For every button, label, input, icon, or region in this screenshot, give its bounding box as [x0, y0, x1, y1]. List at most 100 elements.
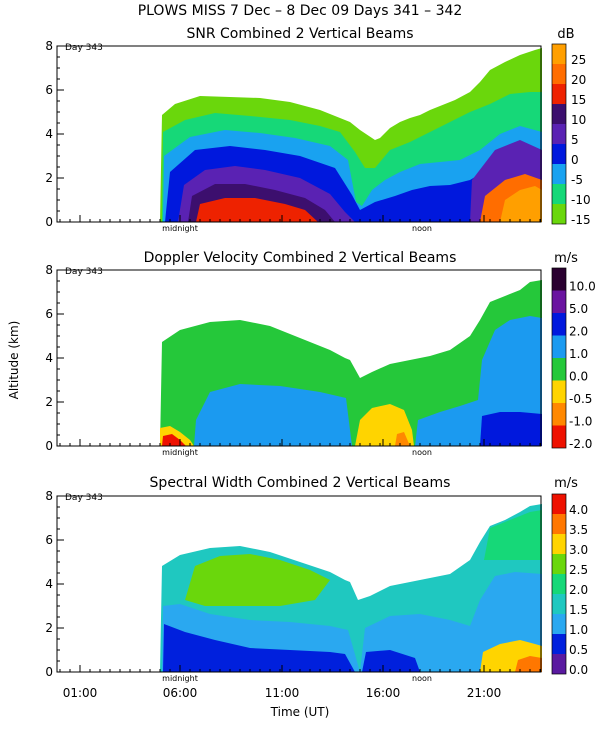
snr-colorbar-swatch	[552, 164, 566, 184]
width-x-ticks	[59, 665, 541, 672]
doppler-y-tick-label: 6	[45, 307, 53, 321]
width-colorbar-swatch	[552, 654, 566, 674]
width-y-tick-label: 4	[45, 577, 53, 591]
doppler-colorbar-swatch	[552, 313, 566, 336]
snr-colorbar-swatch	[552, 204, 566, 224]
width-colorbar-label: 0.0	[569, 663, 588, 677]
doppler-colorbar-label: 0.0	[569, 370, 588, 384]
snr-colorbar-swatch	[552, 84, 566, 104]
snr-colorbar-label: 5	[571, 133, 579, 147]
width-echo-layer-6	[163, 624, 355, 672]
doppler-x-ticks	[59, 439, 541, 446]
snr-echo-layer-8	[196, 198, 318, 222]
snr-colorbar-label: 10	[571, 113, 586, 127]
doppler-y-tick-label: 8	[45, 263, 53, 277]
snr-colorbar-label: -10	[571, 193, 591, 207]
snr-midnight-marker: midnight	[162, 224, 198, 233]
width-echo-field	[160, 504, 542, 672]
width-y-tick-label: 8	[45, 489, 53, 503]
snr-echo-layer-10	[500, 186, 542, 222]
snr-y-tick-label: 0	[45, 215, 53, 229]
doppler-y-axis-label: Altitude (km)	[7, 321, 21, 400]
width-colorbar-label: 4.0	[569, 503, 588, 517]
snr-x-ticks	[59, 215, 541, 222]
width-colorbar-units: m/s	[554, 476, 578, 491]
width-colorbar-swatch	[552, 574, 566, 594]
doppler-colorbar-units: m/s	[554, 251, 578, 266]
width-day-label: Day 343	[65, 493, 103, 503]
x-tick-label: 06:00	[163, 686, 198, 700]
width-colorbar-frame	[551, 493, 567, 675]
doppler-colorbar-label: -1.0	[569, 415, 592, 429]
doppler-colorbar-label: -0.5	[569, 392, 592, 406]
snr-colorbar-swatch	[552, 104, 566, 124]
doppler-colorbar-frame	[551, 267, 567, 449]
doppler-colorbar-swatch	[552, 380, 566, 403]
doppler-midnight-marker: midnight	[162, 448, 198, 457]
doppler-y-tick-label: 0	[45, 439, 53, 453]
doppler-colorbar	[551, 267, 567, 449]
x-tick-label: 11:00	[265, 686, 300, 700]
snr-colorbar-label: -5	[571, 173, 583, 187]
width-midnight-marker: midnight	[162, 674, 198, 683]
width-colorbar-swatch	[552, 614, 566, 634]
width-x-tick-labels: 01:00 06:00 11:00 16:00 21:00	[63, 686, 502, 700]
snr-colorbar-label: 0	[571, 153, 579, 167]
width-colorbar-swatch	[552, 534, 566, 554]
width-y-ticks	[57, 495, 64, 673]
snr-colorbar-label: 15	[571, 93, 586, 107]
doppler-colorbar-label: 10.0	[569, 280, 596, 294]
doppler-colorbar-swatch	[552, 358, 566, 381]
width-colorbar	[551, 493, 567, 675]
width-colorbar-label: 2.5	[569, 563, 588, 577]
width-echo-layer-2	[185, 554, 330, 606]
doppler-y-tick-labels: 0 2 4 6 8	[45, 263, 53, 453]
doppler-colorbar-label: 1.0	[569, 347, 588, 361]
doppler-colorbar-swatch	[552, 403, 566, 426]
snr-y-tick-labels: 0 2 4 6 8	[45, 39, 53, 229]
snr-colorbar-swatch	[552, 184, 566, 204]
width-colorbar-label: 3.0	[569, 543, 588, 557]
snr-colorbar-label: 20	[571, 73, 586, 87]
snr-title: SNR Combined 2 Vertical Beams	[186, 26, 413, 42]
width-colorbar-label: 2.0	[569, 583, 588, 597]
snr-y-tick-label: 8	[45, 39, 53, 53]
width-colorbar-swatch	[552, 594, 566, 614]
width-colorbar-swatch	[552, 514, 566, 534]
snr-colorbar-frame	[551, 43, 567, 225]
width-echo-layer-7	[362, 650, 420, 672]
width-colorbar-labels: 4.0 3.5 3.0 2.5 2.0 1.5 1.0 0.5 0.0	[569, 503, 588, 677]
snr-colorbar-swatch	[552, 124, 566, 144]
snr-day-label: Day 343	[65, 43, 103, 53]
snr-noon-marker: noon	[412, 224, 432, 233]
width-noon-marker: noon	[412, 674, 432, 683]
doppler-colorbar-swatch	[552, 425, 566, 448]
width-echo-layer-9	[515, 656, 542, 672]
doppler-colorbar-swatch	[552, 268, 566, 291]
snr-panel: SNR Combined 2 Vertical Beams 0 2 4 6 8 …	[45, 26, 590, 233]
snr-colorbar-swatch	[552, 64, 566, 84]
width-colorbar-swatch	[552, 554, 566, 574]
doppler-y-ticks	[57, 269, 64, 447]
snr-y-tick-label: 2	[45, 171, 53, 185]
snr-echo-field	[160, 48, 542, 222]
doppler-day-label: Day 343	[65, 267, 103, 277]
width-title: Spectral Width Combined 2 Vertical Beams	[150, 475, 451, 491]
snr-colorbar-label: -15	[571, 213, 591, 227]
width-colorbar-label: 0.5	[569, 643, 588, 657]
doppler-title: Doppler Velocity Combined 2 Vertical Bea…	[144, 250, 457, 266]
snr-colorbar	[551, 43, 567, 225]
snr-y-ticks	[57, 45, 64, 223]
doppler-colorbar-label: 2.0	[569, 325, 588, 339]
snr-y-tick-label: 4	[45, 127, 53, 141]
x-tick-label: 01:00	[63, 686, 98, 700]
width-panel: Spectral Width Combined 2 Vertical Beams…	[45, 475, 588, 719]
doppler-colorbar-label: -2.0	[569, 437, 592, 451]
doppler-echo-layer-4	[480, 412, 542, 446]
doppler-panel: Doppler Velocity Combined 2 Vertical Bea…	[7, 250, 596, 457]
width-y-tick-labels: 0 2 4 6 8	[45, 489, 53, 679]
x-axis-label: Time (UT)	[270, 705, 330, 719]
snr-y-tick-label: 6	[45, 83, 53, 97]
snr-colorbar-label: 25	[571, 53, 586, 67]
